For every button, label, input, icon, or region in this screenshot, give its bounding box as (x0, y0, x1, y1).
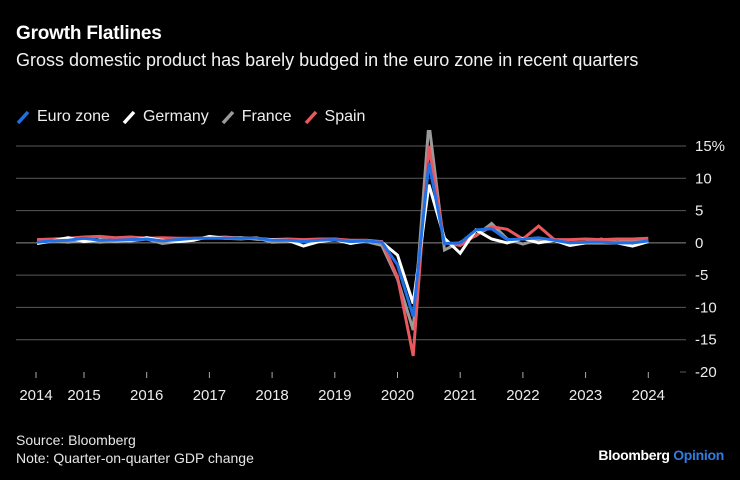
x-tick-label: 2022 (506, 387, 539, 400)
x-tick-label: 2023 (569, 387, 602, 400)
x-tick-label: 2018 (255, 387, 288, 400)
gridlines (16, 145, 686, 373)
series-line-spain (36, 145, 649, 357)
series-line-euro-zone (36, 162, 649, 317)
y-tick-label: 5 (695, 203, 703, 220)
y-tick-label: -10 (695, 299, 717, 316)
legend-swatch-germany (122, 110, 136, 124)
x-tick-label: 2019 (318, 387, 351, 400)
legend-item-spain: Spain (304, 108, 366, 126)
series-line-france (36, 130, 649, 331)
y-tick-label: 15% (695, 138, 725, 155)
chart-note: Note: Quarter-on-quarter GDP change (16, 450, 254, 466)
legend-item-euro-zone: Euro zone (16, 108, 110, 126)
legend-item-france: France (221, 108, 292, 126)
x-tick-label: 2020 (381, 387, 414, 400)
legend-item-germany: Germany (122, 108, 209, 126)
brand-name: Bloomberg (598, 447, 670, 463)
brand-suffix: Opinion (673, 447, 724, 463)
y-tick-label: -15 (695, 332, 717, 349)
legend-label-france: France (241, 108, 292, 125)
y-tick-label: 10 (695, 170, 712, 187)
source-note: Source: Bloomberg (16, 432, 136, 448)
x-tick-label: 2015 (67, 387, 100, 400)
legend: Euro zone Germany France Spain (16, 108, 377, 126)
x-tick-label: 2016 (130, 387, 163, 400)
footer: Source: Bloomberg Note: Quarter-on-quart… (16, 431, 254, 467)
legend-label-germany: Germany (142, 108, 209, 125)
y-tick-label: -5 (695, 267, 708, 284)
series-line-germany (36, 184, 649, 305)
chart-subtitle: Gross domestic product has barely budged… (16, 50, 639, 70)
x-tick-label: 2017 (193, 387, 226, 400)
legend-swatch-spain (304, 110, 317, 124)
legend-label-spain: Spain (324, 108, 366, 125)
chart-title: Growth Flatlines (16, 23, 162, 44)
series-lines (36, 130, 649, 357)
x-tick-label: 2014 (19, 387, 52, 400)
legend-swatch-france (221, 110, 235, 124)
y-tick-label: 0 (695, 235, 703, 252)
legend-label-euro-zone: Euro zone (37, 108, 110, 125)
legend-swatch-euro-zone (16, 110, 30, 124)
x-axis-ticks: 2014 2015 2016 2017 2018 2019 2020 2021 2022 2023… (19, 372, 665, 400)
x-tick-label: 2021 (444, 387, 477, 400)
brand-logo: Bloomberg Opinion (598, 447, 724, 463)
y-tick-label: -20 (695, 364, 717, 381)
y-axis-labels: 15% 10 5 0 -5 -10 -15 -20 (695, 138, 725, 381)
x-tick-label: 2024 (632, 387, 665, 400)
